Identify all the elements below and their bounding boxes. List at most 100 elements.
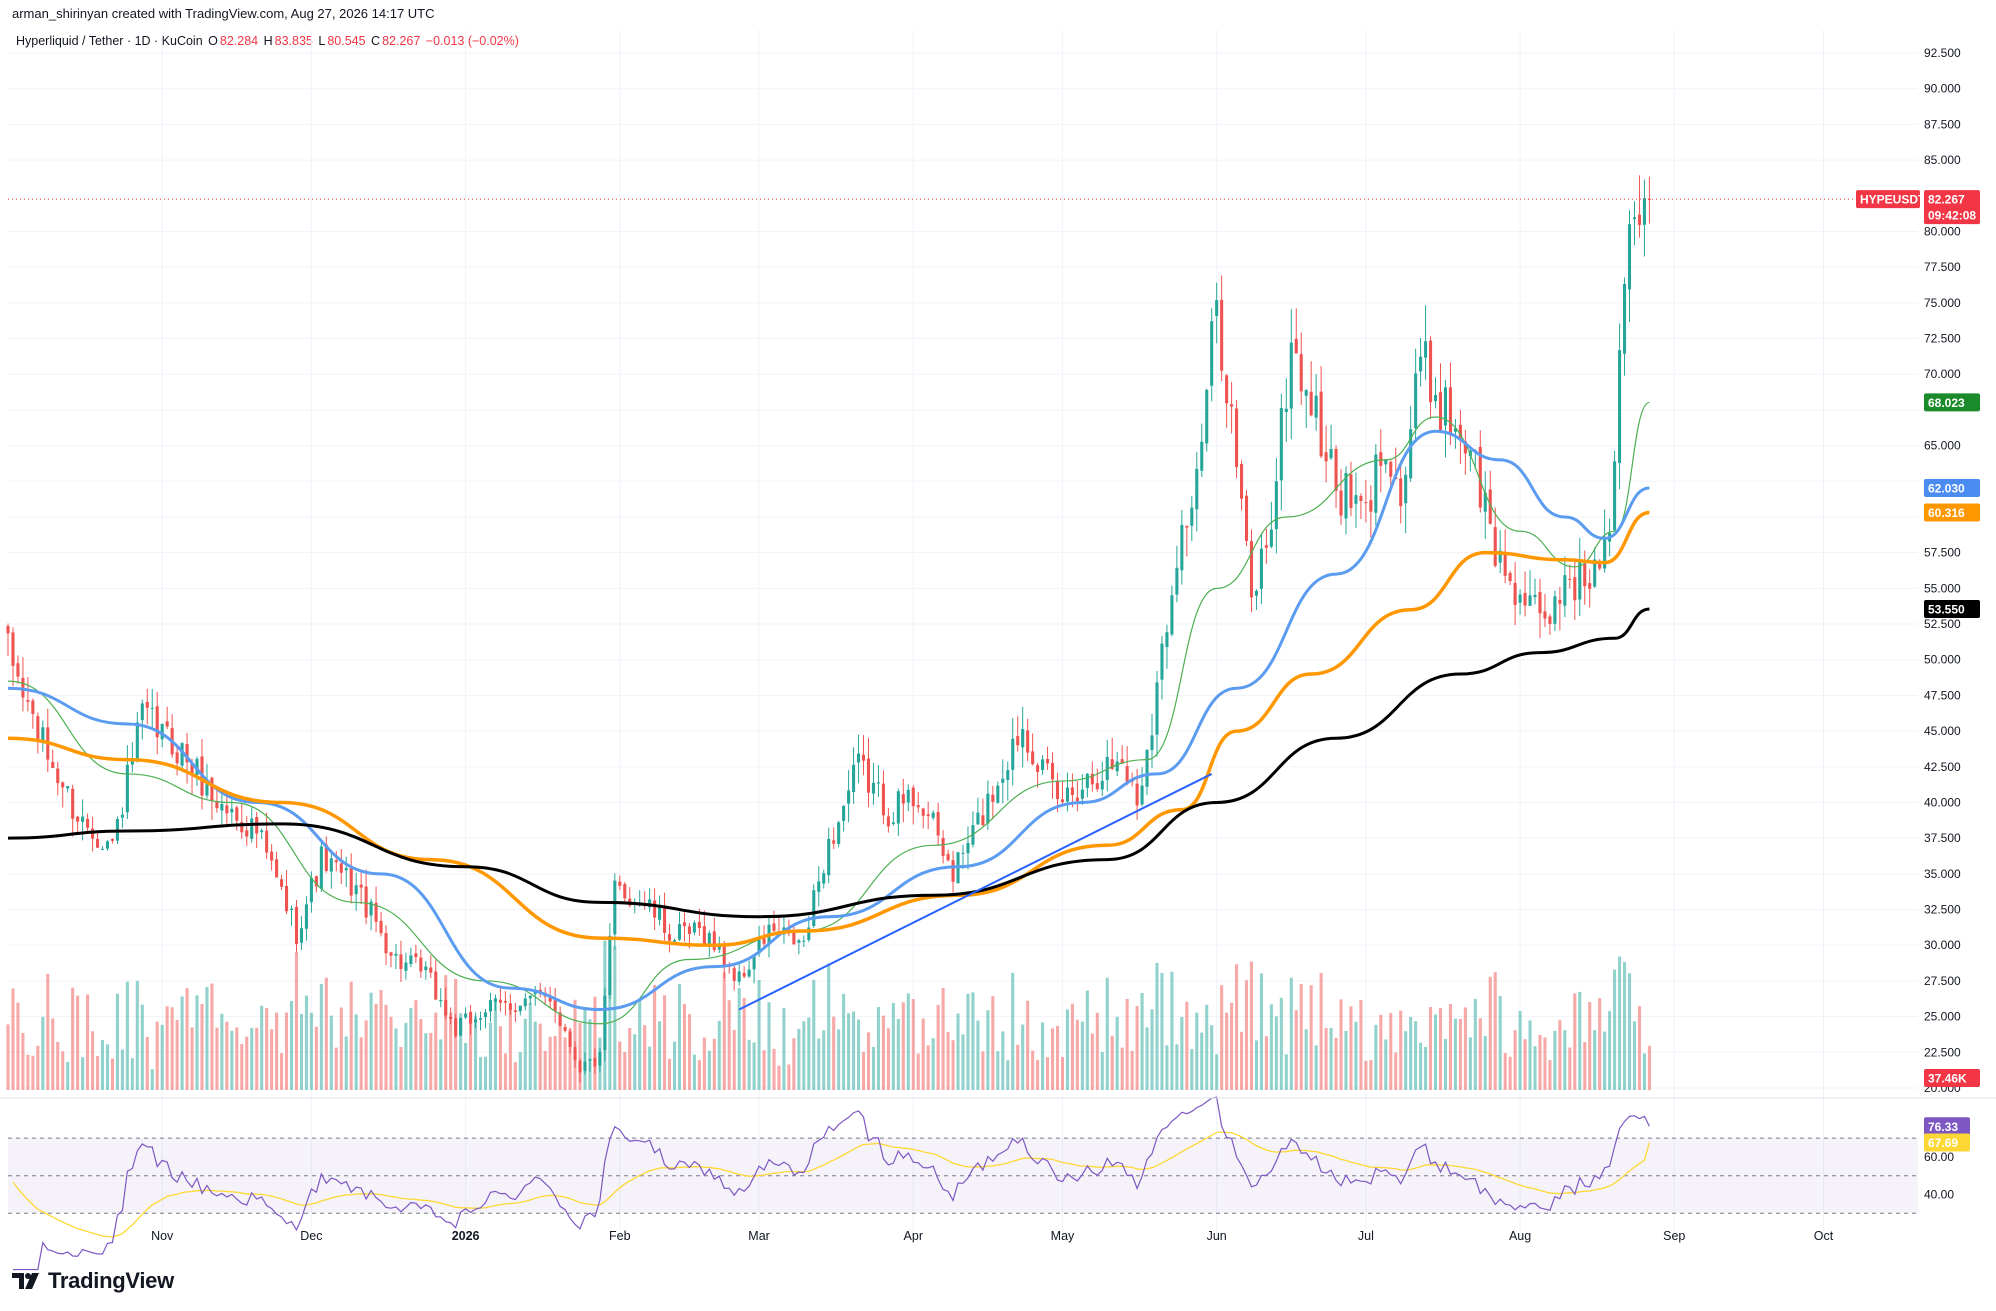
volume-bar xyxy=(722,972,726,1090)
volume-bar xyxy=(1279,997,1283,1090)
volume-bar xyxy=(921,1018,925,1090)
volume-bar xyxy=(707,1050,711,1090)
candle xyxy=(961,852,965,854)
candle xyxy=(1175,567,1179,595)
creator-line: arman_shirinyan created with TradingView… xyxy=(12,6,435,21)
volume-bar xyxy=(1443,1038,1448,1090)
volume-bar xyxy=(56,1041,60,1090)
candle xyxy=(1090,773,1094,785)
candle xyxy=(145,701,149,708)
price-axis-label: 40.000 xyxy=(1924,795,1961,809)
volume-bar xyxy=(807,1017,811,1090)
candle xyxy=(1274,481,1278,530)
rsi-line xyxy=(12,1096,1650,1271)
price-axis-label: 47.500 xyxy=(1924,688,1961,702)
volume-bar xyxy=(866,1032,871,1090)
candle xyxy=(1433,394,1438,402)
ma-line-blue xyxy=(7,429,1650,1011)
candle xyxy=(280,879,284,887)
volume-bar xyxy=(931,1038,935,1090)
volume-bar xyxy=(444,975,448,1090)
volume-bar xyxy=(120,1049,124,1090)
volume-bar xyxy=(712,1038,716,1090)
legend-symbol[interactable]: Hyperliquid / Tether · 1D · KuCoin xyxy=(16,34,203,48)
candle xyxy=(61,782,65,788)
candle xyxy=(623,884,627,899)
volume-bar xyxy=(105,1044,110,1090)
price-axis-label: 50.000 xyxy=(1924,653,1961,667)
candle xyxy=(1284,408,1288,413)
candle xyxy=(886,816,890,827)
volume-bar xyxy=(100,1040,105,1090)
candle xyxy=(1110,759,1114,769)
volume-bar xyxy=(76,995,80,1090)
rsi-pane[interactable] xyxy=(8,1096,1918,1271)
volume-bar xyxy=(1249,961,1254,1090)
volume-bar xyxy=(1170,971,1174,1090)
volume-bar xyxy=(190,1027,194,1090)
candle xyxy=(1369,500,1373,512)
time-axis-label: Mar xyxy=(748,1229,770,1243)
volume-bar xyxy=(847,1013,851,1090)
candle xyxy=(1259,548,1263,589)
candle xyxy=(1508,572,1512,581)
tradingview-logo: TradingView xyxy=(12,1268,174,1294)
volume-bar xyxy=(145,1036,149,1090)
volume-bar xyxy=(1135,1006,1139,1090)
volume-bar xyxy=(737,987,741,1090)
candle xyxy=(941,837,945,856)
candle xyxy=(1036,765,1040,772)
volume-bar xyxy=(1468,1037,1472,1090)
volume-bar xyxy=(1145,1027,1149,1090)
volume-bar xyxy=(876,1007,880,1090)
volume-bar xyxy=(1603,1031,1607,1090)
candle xyxy=(329,858,333,872)
volume-bar xyxy=(667,1058,672,1090)
volume-bar xyxy=(1284,1054,1288,1090)
candle xyxy=(1409,429,1413,479)
volume-bar xyxy=(260,1005,264,1090)
candle xyxy=(51,762,55,769)
volume-bar xyxy=(26,1054,30,1090)
volume-bar xyxy=(762,1050,766,1090)
candle xyxy=(697,921,701,928)
price-axis-label: 90.000 xyxy=(1924,82,1961,96)
volume-bar xyxy=(429,1032,433,1090)
volume-bar xyxy=(210,983,214,1090)
time-axis-label: Sep xyxy=(1663,1229,1685,1243)
candle xyxy=(802,940,806,942)
volume-bar xyxy=(1041,1022,1045,1090)
volume-bar xyxy=(1364,1060,1368,1090)
candle xyxy=(369,901,373,916)
volume-bar xyxy=(692,1054,696,1090)
volume-bar xyxy=(901,1002,905,1090)
candle xyxy=(1299,354,1303,392)
volume-bar xyxy=(717,1020,721,1090)
volume-bar xyxy=(1558,1020,1562,1090)
volume-bar xyxy=(439,1039,443,1090)
candle xyxy=(1438,392,1443,430)
candle xyxy=(454,1018,458,1037)
volume-bar xyxy=(881,1015,885,1090)
volume-bar xyxy=(225,1021,229,1090)
candle xyxy=(225,805,229,814)
volume-bar xyxy=(1195,1012,1199,1090)
volume-bar xyxy=(215,1027,219,1090)
candle xyxy=(583,1061,587,1071)
candle xyxy=(573,1047,577,1061)
volume-bar xyxy=(842,993,846,1090)
volume-bar xyxy=(1125,998,1129,1090)
volume-bar xyxy=(459,1013,463,1090)
candle xyxy=(508,1003,512,1010)
price-axis-label: 55.000 xyxy=(1924,581,1961,595)
volume-bar xyxy=(747,1039,751,1090)
candle xyxy=(1120,759,1124,764)
volume-bar xyxy=(1011,972,1015,1090)
candle xyxy=(722,945,726,968)
volume-bar xyxy=(827,963,831,1090)
rsi-badge: 76.33 xyxy=(1928,1120,1958,1134)
candle xyxy=(220,803,224,811)
volume-bar xyxy=(1319,972,1323,1090)
volume-bar xyxy=(1155,962,1159,1090)
